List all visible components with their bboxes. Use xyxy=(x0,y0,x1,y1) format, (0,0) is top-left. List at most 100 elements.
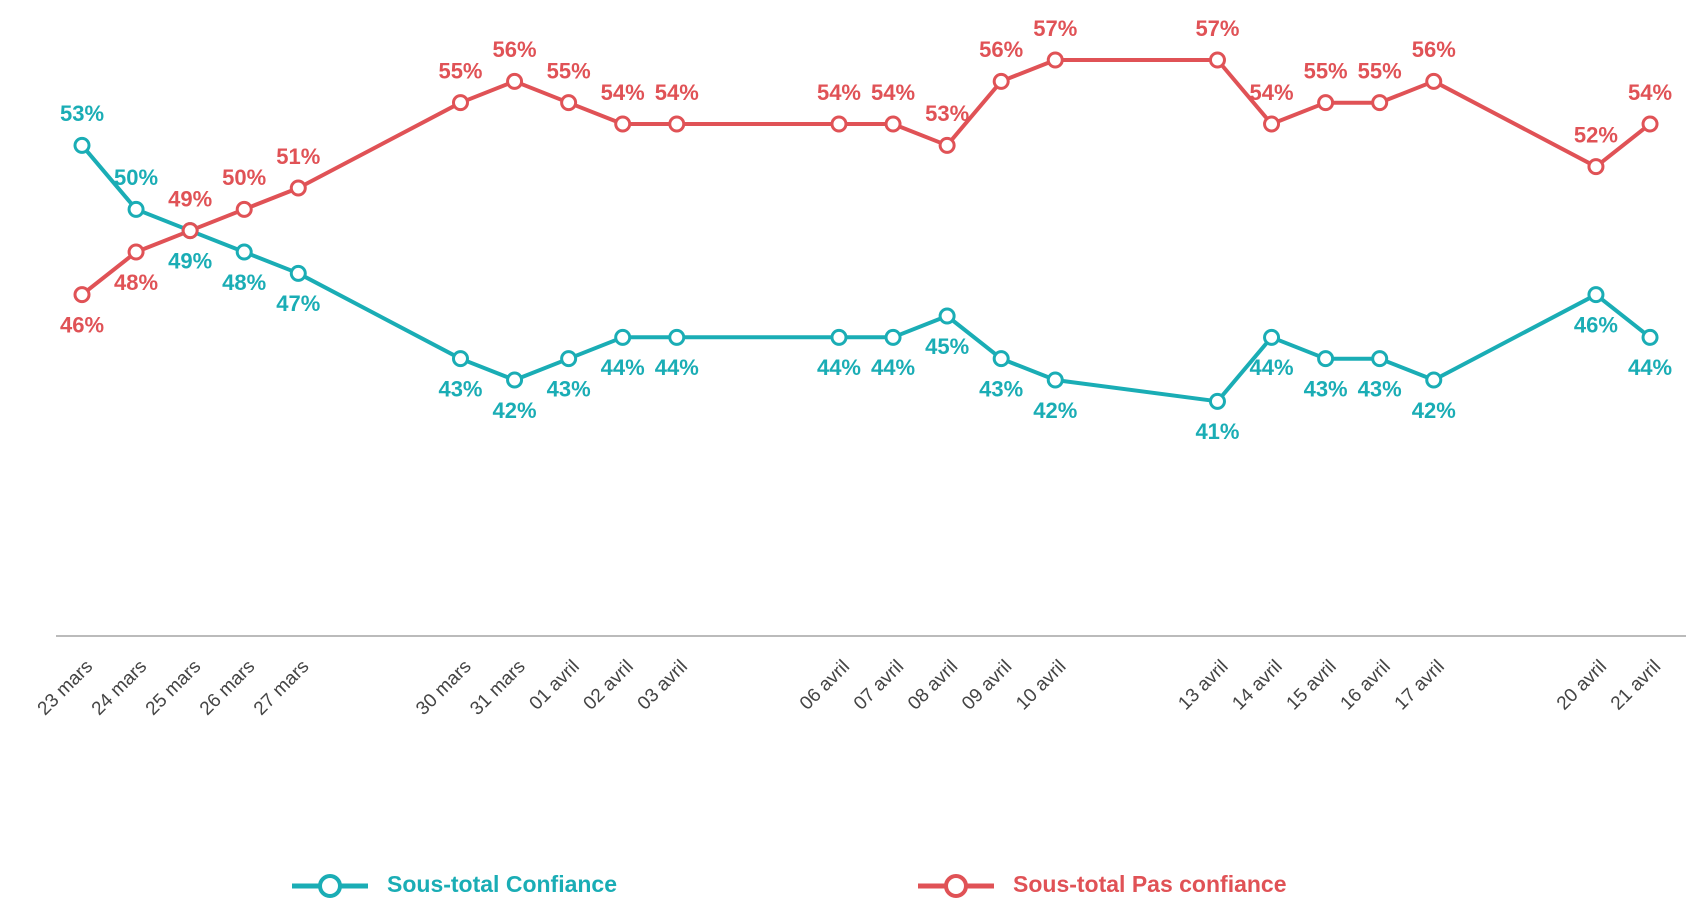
data-point xyxy=(1371,350,1389,368)
x-tick-label: 23 mars xyxy=(34,656,97,719)
data-point xyxy=(1046,51,1064,69)
data-point xyxy=(289,179,307,197)
data-label: 54% xyxy=(871,80,915,105)
data-label: 44% xyxy=(871,355,915,380)
data-label: 55% xyxy=(1358,58,1402,83)
x-tick-label: 03 avril xyxy=(634,656,692,714)
data-label: 56% xyxy=(493,37,537,62)
x-tick-label: 09 avril xyxy=(958,656,1016,714)
data-label: 41% xyxy=(1195,419,1239,444)
legend-label: Sous-total Pas confiance xyxy=(1013,871,1287,897)
data-label: 44% xyxy=(1250,355,1294,380)
data-label: 44% xyxy=(1628,355,1672,380)
data-label: 43% xyxy=(438,376,482,401)
data-label: 54% xyxy=(1628,80,1672,105)
data-label: 54% xyxy=(601,80,645,105)
data-label: 50% xyxy=(222,165,266,190)
data-label: 56% xyxy=(979,37,1023,62)
legend-marker xyxy=(944,874,968,898)
data-point xyxy=(830,115,848,133)
x-tick-label: 16 avril xyxy=(1337,656,1395,714)
data-point xyxy=(1208,392,1226,410)
data-point xyxy=(235,200,253,218)
data-label: 53% xyxy=(60,101,104,126)
data-point xyxy=(181,222,199,240)
series-line xyxy=(80,58,1652,297)
data-label: 49% xyxy=(168,248,212,273)
data-label: 42% xyxy=(493,398,537,423)
data-point xyxy=(938,136,956,154)
data-point xyxy=(451,94,469,112)
data-point xyxy=(560,350,578,368)
data-label: 55% xyxy=(547,58,591,83)
data-label: 50% xyxy=(114,165,158,190)
data-point xyxy=(1371,94,1389,112)
data-point xyxy=(1317,94,1335,112)
data-point xyxy=(560,94,578,112)
x-tick-label: 27 mars xyxy=(250,656,313,719)
data-point xyxy=(1641,115,1659,133)
data-point xyxy=(1317,350,1335,368)
data-point xyxy=(1208,51,1226,69)
x-tick-label: 10 avril xyxy=(1012,656,1070,714)
data-point xyxy=(506,72,524,90)
x-tick-label: 20 avril xyxy=(1553,656,1611,714)
x-tick-label: 26 mars xyxy=(196,656,259,719)
x-tick-label: 30 mars xyxy=(412,656,475,719)
data-point xyxy=(614,328,632,346)
data-label: 53% xyxy=(925,101,969,126)
data-label: 55% xyxy=(438,58,482,83)
data-label: 49% xyxy=(168,186,212,211)
data-label: 51% xyxy=(276,144,320,169)
x-tick-label: 21 avril xyxy=(1607,656,1665,714)
data-label: 43% xyxy=(1358,376,1402,401)
legend-marker xyxy=(318,874,342,898)
data-point xyxy=(884,115,902,133)
x-tick-label: 24 mars xyxy=(88,656,151,719)
data-point xyxy=(1587,158,1605,176)
data-label: 57% xyxy=(1033,16,1077,41)
data-point xyxy=(992,350,1010,368)
x-tick-label: 01 avril xyxy=(526,656,584,714)
data-label: 46% xyxy=(1574,312,1618,337)
data-label: 52% xyxy=(1574,122,1618,147)
data-point xyxy=(1425,371,1443,389)
data-label: 55% xyxy=(1304,58,1348,83)
data-label: 44% xyxy=(817,355,861,380)
data-point xyxy=(992,72,1010,90)
data-label: 47% xyxy=(276,291,320,316)
data-point xyxy=(1263,115,1281,133)
x-tick-label: 08 avril xyxy=(904,656,962,714)
data-point xyxy=(451,350,469,368)
data-label: 57% xyxy=(1195,16,1239,41)
data-point xyxy=(1263,328,1281,346)
data-label: 56% xyxy=(1412,37,1456,62)
x-tick-label: 13 avril xyxy=(1174,656,1232,714)
x-tick-label: 14 avril xyxy=(1228,656,1286,714)
data-label: 44% xyxy=(655,355,699,380)
data-point xyxy=(884,328,902,346)
data-label: 54% xyxy=(655,80,699,105)
x-tick-label: 06 avril xyxy=(796,656,854,714)
x-tick-label: 02 avril xyxy=(580,656,638,714)
x-tick-label: 31 mars xyxy=(466,656,529,719)
series-line xyxy=(80,144,1652,404)
data-label: 54% xyxy=(817,80,861,105)
data-label: 54% xyxy=(1250,80,1294,105)
data-point xyxy=(1587,286,1605,304)
data-point xyxy=(668,115,686,133)
data-point xyxy=(668,328,686,346)
data-point xyxy=(830,328,848,346)
data-label: 43% xyxy=(547,376,591,401)
data-point xyxy=(1046,371,1064,389)
data-label: 45% xyxy=(925,334,969,359)
data-point xyxy=(73,286,91,304)
data-point xyxy=(127,200,145,218)
x-tick-label: 17 avril xyxy=(1391,656,1449,714)
data-point xyxy=(614,115,632,133)
data-point xyxy=(73,136,91,154)
data-label: 48% xyxy=(114,270,158,295)
data-point xyxy=(1641,328,1659,346)
data-point xyxy=(1425,72,1443,90)
